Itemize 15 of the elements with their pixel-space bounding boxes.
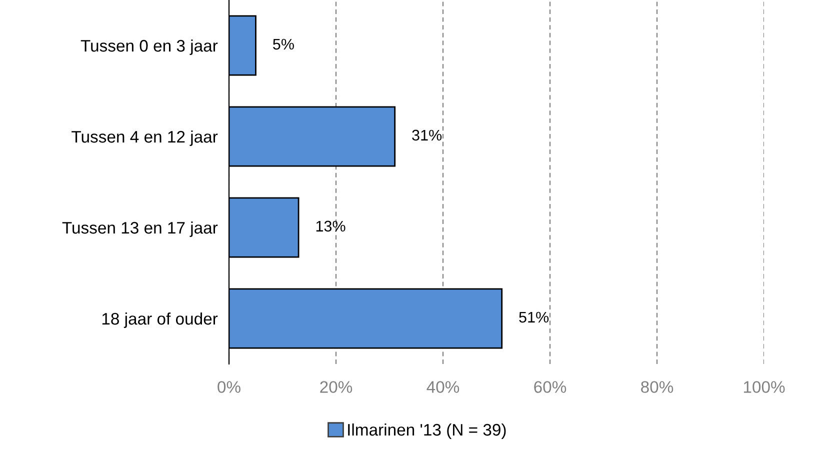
x-tick-label: 40% bbox=[426, 381, 460, 393]
x-tick-label: 80% bbox=[641, 381, 674, 393]
x-tick-label: 0% bbox=[218, 381, 240, 393]
data-label: 13% bbox=[316, 220, 346, 232]
x-tick-label: 60% bbox=[534, 381, 566, 393]
y-tick-label: Tussen 13 en 17 jaar bbox=[62, 221, 218, 237]
y-tick-label: 18 jaar of ouder bbox=[102, 312, 218, 328]
x-tick-label: 20% bbox=[320, 381, 352, 393]
data-label: 51% bbox=[519, 312, 549, 323]
data-label: 5% bbox=[273, 38, 294, 50]
legend-label: Ilmarinen '13 (N = 39) bbox=[348, 423, 506, 439]
x-tick-label: 100% bbox=[744, 381, 785, 393]
y-tick-label: Tussen 4 en 12 jaar bbox=[72, 130, 218, 146]
data-label: 31% bbox=[412, 130, 442, 141]
y-tick-label: Tussen 0 en 3 jaar bbox=[80, 39, 218, 55]
